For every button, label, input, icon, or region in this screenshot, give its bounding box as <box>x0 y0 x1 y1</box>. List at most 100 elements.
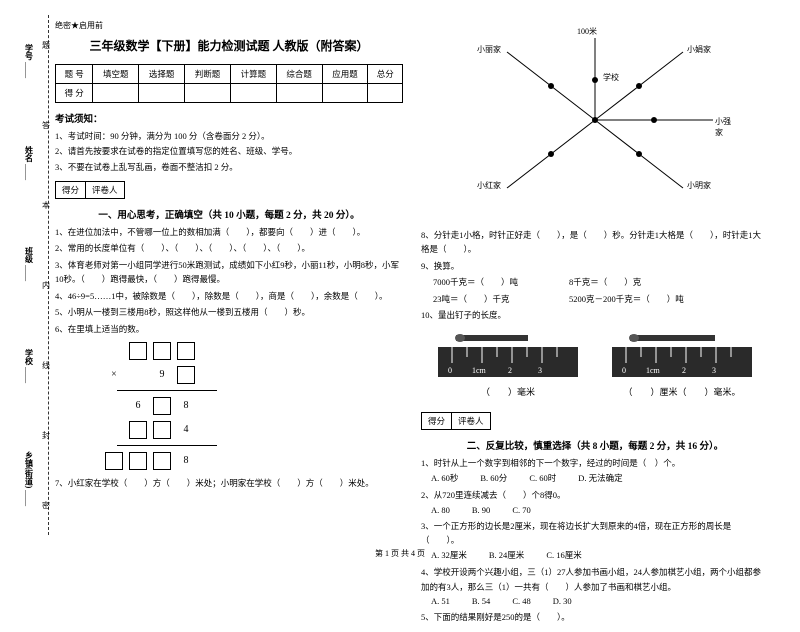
s2q1: 1、时针从上一个数字到相邻的下一个数字，经过的时间是（ ）个。 <box>421 456 769 470</box>
q2: 2、常用的长度单位有（ ）、（ ）、（ ）、（ ）、（ ）。 <box>55 241 403 255</box>
svg-text:0: 0 <box>448 366 452 375</box>
opt: D. 30 <box>553 596 572 606</box>
score-label: 得分 <box>422 413 452 429</box>
seal-char: 答 <box>42 120 50 131</box>
left-column: 绝密★启用前 三年级数学【下册】能力检测试题 人教版（附答案） 题 号 填空题 … <box>55 20 403 627</box>
math-multiplication: ×9 68 4 8 <box>105 342 403 470</box>
th-judge: 判断题 <box>185 65 231 84</box>
right-column: 学校 100米 小娟家 小丽家 小红家 小明家 小强家 8、分针走1小格，时针正… <box>421 20 769 627</box>
ruler1-label: （ ）毫米 <box>438 385 578 398</box>
notice-title: 考试须知： <box>55 111 403 125</box>
seal-char: 线 <box>42 360 50 371</box>
th-calc: 计算题 <box>230 65 276 84</box>
q5: 5、小明从一楼到三楼用8秒，照这样他从一楼到五楼用（ ）秒。 <box>55 305 403 319</box>
row-score-label: 得 分 <box>56 84 93 103</box>
binding-label-id: 学号____ <box>24 44 35 78</box>
s2q2: 2、从720里连续减去（ ）个8得0。 <box>421 488 769 502</box>
binding-margin: 学号____ 姓名____ 班级____ 学校____ 乡镇(街道)____ <box>8 10 50 540</box>
ruler-2: 0 1cm 2 3 （ ）厘米（ ）毫米。 <box>612 329 752 398</box>
q4: 4、46÷9=5……1中，被除数是（ ），除数是（ ），商是（ ），余数是（ ）… <box>55 289 403 303</box>
score-cell <box>139 84 185 103</box>
svg-text:1cm: 1cm <box>646 366 661 375</box>
svg-text:学校: 学校 <box>603 72 619 82</box>
dotted-binding-line <box>48 15 49 535</box>
s2q3: 3、一个正方形的边长是2厘米，现在将边长扩大到原来的4倍，现在正方形的周长是（ … <box>421 519 769 548</box>
notice-item: 1、考试时间：90 分钟，满分为 100 分（含卷面分 2 分）。 <box>55 129 403 144</box>
compass-rtop-label: 小娟家 <box>687 44 711 55</box>
ruler-svg-1: 0 1cm 2 3 <box>438 329 578 381</box>
seal-char: 题 <box>42 40 50 51</box>
q9-line2: 23吨＝（ ）千克 5200克－200千克＝（ ）吨 <box>433 292 769 306</box>
svg-text:1cm: 1cm <box>472 366 487 375</box>
section2-title: 二、反复比较，慎重选择（共 8 小题，每题 2 分，共 16 分）。 <box>421 438 769 452</box>
s2q4: 4、学校开设两个兴趣小组，三（1）27人参加书画小组，24人参加棋艺小组，两个小… <box>421 565 769 594</box>
ruler-svg-2: 0 1cm 2 3 <box>612 329 752 381</box>
exam-title: 三年级数学【下册】能力检测试题 人教版（附答案） <box>55 37 403 54</box>
compass-top-label: 100米 <box>577 26 597 37</box>
seal-char: 内 <box>42 280 50 291</box>
compass-lmid-label: 小红家 <box>477 180 501 191</box>
th-total: 总分 <box>368 65 403 84</box>
ruler-1: 0 1cm 2 3 （ ）毫米 <box>438 329 578 398</box>
q1: 1、在进位加法中，不管哪一位上的数相加满（ ），都要向（ ）进（ ）。 <box>55 225 403 239</box>
s2q1-opts: A. 60秒 B. 60分 C. 60时 D. 无法确定 <box>431 472 769 484</box>
opt: B. 54 <box>472 596 490 606</box>
section-score-box: 得分 评卷人 <box>55 181 125 199</box>
svg-text:3: 3 <box>538 366 542 375</box>
opt: A. 51 <box>431 596 450 606</box>
compass-rbot-label: 小明家 <box>687 180 711 191</box>
q9-line1: 7000千克＝（ ）吨 8千克＝（ ）克 <box>433 275 769 289</box>
section2-score-box: 得分 评卷人 <box>421 412 491 430</box>
binding-label-name: 姓名____ <box>24 146 35 180</box>
section1-title: 一、用心思考，正确填空（共 10 小题，每题 2 分，共 20 分）。 <box>55 207 403 221</box>
q6: 6、在里填上适当的数。 <box>55 322 403 336</box>
q7: 7、小红家在学校（ ）方（ ）米处；小明家在学校（ ）方（ ）米处。 <box>55 476 403 490</box>
th-choice: 选择题 <box>139 65 185 84</box>
binding-label-town: 乡镇(街道)____ <box>24 451 35 506</box>
binding-label-school: 学校____ <box>24 349 35 383</box>
score-cell <box>276 84 322 103</box>
ruler2-label: （ ）厘米（ ）毫米。 <box>612 385 752 398</box>
svg-text:2: 2 <box>508 366 512 375</box>
svg-text:0: 0 <box>622 366 626 375</box>
th-app: 应用题 <box>322 65 368 84</box>
th-num: 题 号 <box>56 65 93 84</box>
confidential-mark: 绝密★启用前 <box>55 20 403 31</box>
ruler-row: 0 1cm 2 3 （ ）毫米 <box>421 329 769 398</box>
compass-diagram: 学校 100米 小娟家 小丽家 小红家 小明家 小强家 <box>455 20 735 220</box>
s2q4-opts: A. 51 B. 54 C. 48 D. 30 <box>431 596 769 606</box>
seal-char: 封 <box>42 430 50 441</box>
notice-list: 1、考试时间：90 分钟，满分为 100 分（含卷面分 2 分）。 2、请首先按… <box>55 129 403 175</box>
score-cell <box>230 84 276 103</box>
seal-char: 本 <box>42 200 50 211</box>
svg-text:2: 2 <box>682 366 686 375</box>
svg-text:3: 3 <box>712 366 716 375</box>
score-label: 得分 <box>56 182 86 198</box>
q10: 10、量出钉子的长度。 <box>421 308 769 322</box>
opt: C. 60时 <box>529 472 556 484</box>
q3: 3、体育老师对第一小组同学进行50米跑测试，成绩如下小红9秒，小丽11秒，小明8… <box>55 258 403 287</box>
opt: C. 48 <box>512 596 530 606</box>
th-fill: 填空题 <box>93 65 139 84</box>
s2q2-opts: A. 80 B. 90 C. 70 <box>431 505 769 515</box>
score-cell <box>93 84 139 103</box>
score-cell <box>368 84 403 103</box>
opt: B. 90 <box>472 505 490 515</box>
compass-ltop-label: 小丽家 <box>477 44 501 55</box>
score-table: 题 号 填空题 选择题 判断题 计算题 综合题 应用题 总分 得 分 <box>55 64 403 103</box>
reviewer-label: 评卷人 <box>452 413 490 429</box>
seal-char: 密 <box>42 500 50 511</box>
notice-item: 3、不要在试卷上乱写乱画，卷面不整洁扣 2 分。 <box>55 160 403 175</box>
opt: A. 80 <box>431 505 450 515</box>
reviewer-label: 评卷人 <box>86 182 124 198</box>
opt: B. 60分 <box>480 472 507 484</box>
opt: A. 60秒 <box>431 472 458 484</box>
th-comp: 综合题 <box>276 65 322 84</box>
page-footer: 第 1 页 共 4 页 <box>0 548 800 559</box>
s2q5: 5、下面的结果刚好是250的是（ ）。 <box>421 610 769 624</box>
notice-item: 2、请首先按要求在试卷的指定位置填写您的姓名、班级、学号。 <box>55 144 403 159</box>
opt: D. 无法确定 <box>578 472 622 484</box>
q9-title: 9、换算。 <box>421 259 769 273</box>
binding-label-class: 班级____ <box>24 247 35 281</box>
opt: C. 70 <box>512 505 530 515</box>
